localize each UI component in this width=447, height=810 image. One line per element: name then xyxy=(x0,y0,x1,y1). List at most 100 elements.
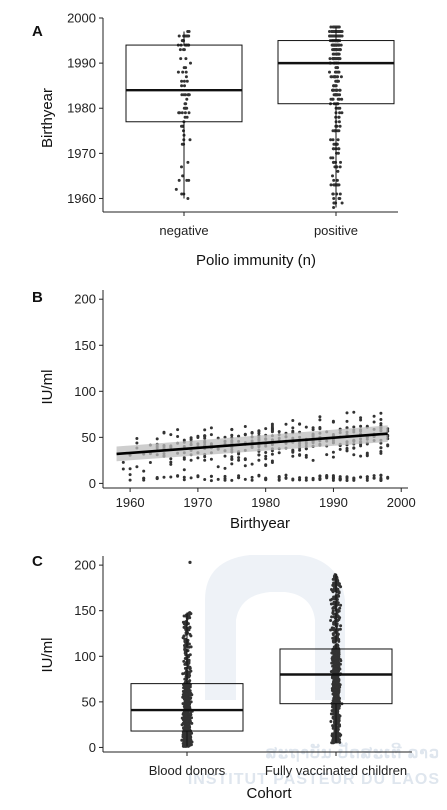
a-data-point xyxy=(180,124,183,128)
b-data-point xyxy=(142,469,146,473)
b-data-point xyxy=(331,476,335,480)
b-data-point xyxy=(142,476,146,480)
c-data-point xyxy=(336,720,340,724)
c-data-point xyxy=(332,626,336,630)
panel-c: C 0 50 100 150 200 Blood donors Fully vaccina… xyxy=(32,553,412,802)
c-data-point xyxy=(186,719,189,723)
c-data-point xyxy=(183,644,186,647)
c-box xyxy=(130,683,244,732)
a-x-tick-label: negative xyxy=(159,223,208,238)
b-data-point xyxy=(216,477,220,481)
c-data-point xyxy=(329,720,333,723)
a-data-point xyxy=(185,115,189,119)
b-data-point xyxy=(352,453,356,457)
c-data-point xyxy=(337,705,341,709)
a-data-point xyxy=(328,34,332,38)
c-data-point xyxy=(335,685,339,689)
b-data-point xyxy=(284,476,288,480)
b-data-point xyxy=(270,459,274,463)
c-data-point xyxy=(331,724,335,728)
c-data-point xyxy=(332,681,336,685)
b-data-point xyxy=(128,473,132,477)
c-data-point xyxy=(184,733,188,737)
b-data-point xyxy=(243,477,247,481)
b-data-point xyxy=(237,452,241,456)
b-data-point xyxy=(379,422,383,426)
b-data-point xyxy=(284,473,288,477)
c-y-tick-label: 100 xyxy=(74,649,96,664)
b-data-point xyxy=(291,450,295,454)
b-data-point xyxy=(250,478,254,482)
a-data-point xyxy=(340,201,344,205)
b-data-point xyxy=(223,474,227,478)
c-data-point xyxy=(338,662,342,666)
b-data-point xyxy=(196,434,200,438)
a-data-point xyxy=(180,192,184,196)
c-data-point xyxy=(331,716,335,720)
c-data-point xyxy=(330,657,334,660)
b-data-point xyxy=(250,462,254,466)
c-data-point xyxy=(335,598,339,601)
c-data-point xyxy=(188,738,192,742)
a-data-point xyxy=(185,34,189,38)
b-data-point xyxy=(128,478,132,482)
panel-a-y-title: Birthyear xyxy=(39,88,56,148)
panel-a-y-ticks: 1960 1970 1980 1990 2000 xyxy=(67,11,103,206)
c-data-point xyxy=(338,685,342,689)
b-data-point xyxy=(345,446,349,450)
c-data-point xyxy=(329,619,333,622)
c-data-point xyxy=(339,603,343,607)
a-data-point xyxy=(176,70,180,74)
c-data-point xyxy=(183,684,187,688)
c-data-point xyxy=(337,594,341,598)
a-data-point xyxy=(336,129,339,133)
a-data-point xyxy=(188,138,192,142)
a-data-point xyxy=(337,120,341,124)
a-data-point xyxy=(177,178,181,182)
b-x-tick-label: 1980 xyxy=(251,495,280,510)
c-data-point xyxy=(187,698,191,702)
a-data-point xyxy=(331,192,335,196)
a-data-point xyxy=(338,197,342,200)
b-data-point xyxy=(121,460,125,464)
a-y-tick-label: 1980 xyxy=(67,101,96,116)
c-data-point xyxy=(336,691,340,695)
b-data-point xyxy=(304,447,308,451)
b-data-point xyxy=(386,443,390,447)
b-data-point xyxy=(291,429,295,433)
c-data-point xyxy=(187,661,191,665)
b-data-point xyxy=(345,419,349,423)
a-data-point xyxy=(328,70,331,74)
b-data-point xyxy=(331,420,335,424)
panel-c-x-title: Cohort xyxy=(246,785,292,802)
a-data-point xyxy=(181,70,185,74)
c-data-point xyxy=(181,620,185,624)
b-data-point xyxy=(304,455,308,459)
a-data-point xyxy=(184,106,188,110)
b-data-point xyxy=(277,475,281,478)
a-data-point xyxy=(338,93,342,97)
a-data-point xyxy=(331,174,334,178)
panel-c-x-ticks: Blood donors Fully vaccinated children xyxy=(149,752,407,778)
c-data-point xyxy=(335,681,339,685)
b-data-point xyxy=(270,430,274,434)
b-data-point xyxy=(318,474,322,478)
b-data-point xyxy=(270,422,274,426)
c-data-point xyxy=(334,667,338,671)
c-data-point xyxy=(332,595,336,599)
c-data-point xyxy=(336,581,340,585)
c-box xyxy=(279,648,393,705)
b-data-point xyxy=(155,437,159,441)
b-data-point xyxy=(352,476,356,480)
b-data-point xyxy=(365,475,369,479)
c-data-point xyxy=(339,624,343,628)
a-data-point xyxy=(340,97,344,101)
b-data-point xyxy=(169,457,173,461)
a-data-point xyxy=(337,147,341,151)
b-data-point xyxy=(189,436,193,440)
a-data-point xyxy=(180,79,184,83)
b-x-tick-label: 1990 xyxy=(319,495,348,510)
b-data-point xyxy=(182,478,186,482)
a-data-point xyxy=(328,30,331,33)
